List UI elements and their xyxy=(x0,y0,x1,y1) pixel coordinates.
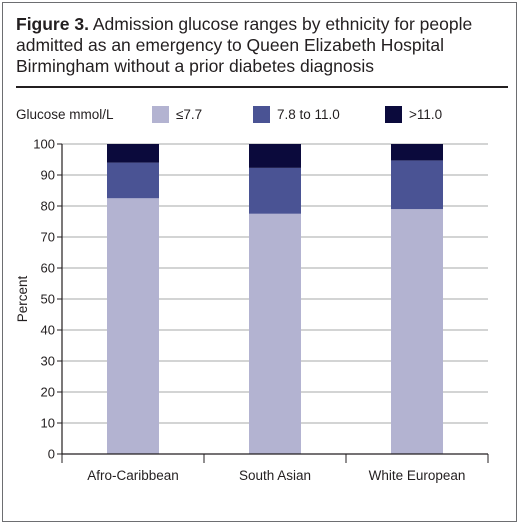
bar-afro-caribbean-series-2 xyxy=(107,162,159,199)
bar-afro-caribbean-series-1 xyxy=(107,198,159,454)
y-tick-label-60: 60 xyxy=(41,261,55,276)
x-tick-label-3: White European xyxy=(369,468,466,483)
y-tick-label-30: 30 xyxy=(41,354,55,369)
y-tick-label-90: 90 xyxy=(41,168,55,183)
y-tick-label-100: 100 xyxy=(33,137,55,152)
bar-south-asian-series-1 xyxy=(249,213,301,454)
bar-white-european-series-1 xyxy=(391,209,443,454)
bars xyxy=(107,144,443,454)
figure-caption: Figure 3. Admission glucose ranges by et… xyxy=(16,14,506,77)
legend-label-1: ≤7.7 xyxy=(176,107,202,122)
x-tick-labels: Afro-Caribbean South Asian White European xyxy=(87,468,465,483)
figure-label: Figure 3. xyxy=(16,14,89,34)
figure-title: Admission glucose ranges by ethnicity fo… xyxy=(16,14,473,76)
x-tick-label-1: Afro-Caribbean xyxy=(87,468,179,483)
bar-white-european-series-3 xyxy=(391,144,443,161)
caption-rule xyxy=(16,86,508,88)
y-tick-label-40: 40 xyxy=(41,323,55,338)
legend-swatch-3 xyxy=(385,106,402,123)
y-tick-label-20: 20 xyxy=(41,385,55,400)
legend-title: Glucose mmol/L xyxy=(16,107,114,122)
legend-swatch-2 xyxy=(253,106,270,123)
bar-white-european-series-2 xyxy=(391,160,443,210)
figure-frame xyxy=(2,2,517,522)
x-tick-label-2: South Asian xyxy=(239,468,311,483)
legend-swatch-1 xyxy=(152,106,169,123)
legend: ≤7.7 7.8 to 11.0 >11.0 xyxy=(152,106,442,123)
y-tick-label-50: 50 xyxy=(41,292,55,307)
axes xyxy=(61,144,489,463)
y-tick-label-70: 70 xyxy=(41,230,55,245)
y-tick-label-0: 0 xyxy=(48,447,55,462)
y-tick-labels: 0 10 20 30 40 50 60 70 80 90 100 xyxy=(33,137,55,462)
bar-south-asian-series-2 xyxy=(249,167,301,214)
legend-label-2: 7.8 to 11.0 xyxy=(277,107,340,122)
y-tick-label-80: 80 xyxy=(41,199,55,214)
bar-afro-caribbean-series-3 xyxy=(107,144,159,163)
y-tick-label-10: 10 xyxy=(41,416,55,431)
y-axis-label: Percent xyxy=(15,275,30,322)
bar-south-asian-series-3 xyxy=(249,144,301,168)
legend-label-3: >11.0 xyxy=(409,107,442,122)
